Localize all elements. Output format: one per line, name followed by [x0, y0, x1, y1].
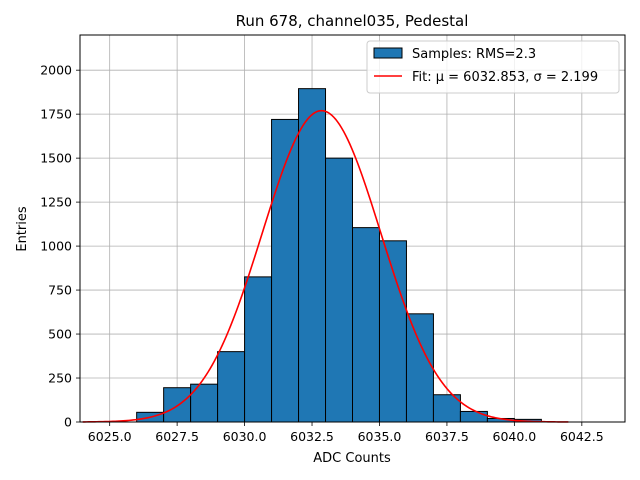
y-tick-label-6: 1500 — [40, 151, 72, 166]
histogram-bar-5 — [244, 276, 273, 423]
histogram-bar-10 — [378, 240, 407, 423]
histogram-bars — [136, 88, 542, 423]
y-tick-label-4: 1000 — [40, 239, 72, 254]
x-tick-label-1: 6027.5 — [155, 429, 199, 444]
y-tick-label-3: 750 — [48, 283, 72, 298]
x-tick-label-7: 6042.5 — [560, 429, 604, 444]
legend-histogram-swatch — [373, 47, 403, 59]
histogram-bar-13 — [459, 410, 488, 423]
x-axis-ticks: 6025.0 6027.5 6030.0 6032.5 6035.0 6037.5 6040… — [88, 422, 604, 444]
y-axis-label: Entries — [15, 206, 30, 252]
y-tick-label-1: 250 — [48, 371, 72, 386]
fit-curve — [82, 109, 569, 423]
histogram-bar-8 — [325, 157, 354, 423]
x-tick-label-3: 6032.5 — [290, 429, 334, 444]
histogram-bar-4 — [217, 351, 246, 423]
fit-curve-layer — [82, 109, 569, 423]
y-tick-label-2: 500 — [48, 327, 72, 342]
histogram-bar-6 — [271, 118, 300, 423]
y-tick-label-8: 2000 — [40, 63, 72, 78]
histogram-bar-11 — [405, 313, 434, 423]
legend-histogram-label: Samples: RMS=2.3 — [412, 47, 536, 62]
legend-fit-label: Fit: μ = 6032.853, σ = 2.199 — [412, 70, 598, 85]
x-tick-label-2: 6030.0 — [223, 429, 267, 444]
x-tick-label-0: 6025.0 — [88, 429, 132, 444]
x-tick-label-5: 6037.5 — [425, 429, 469, 444]
x-tick-label-4: 6035.0 — [358, 429, 402, 444]
x-tick-label-6: 6040.0 — [493, 429, 537, 444]
histogram-bar-12 — [432, 394, 461, 423]
y-axis-ticks: 0 250 500 750 1000 1250 1500 1750 2000 — [40, 63, 80, 430]
y-tick-label-5: 1250 — [40, 195, 72, 210]
x-axis-label: ADC Counts — [313, 451, 391, 466]
histogram-bar-7 — [298, 88, 327, 423]
y-tick-label-7: 1750 — [40, 107, 72, 122]
histogram-bar-2 — [163, 387, 192, 423]
histogram-bar-9 — [352, 227, 380, 423]
plot-frame — [79, 34, 626, 423]
legend: Samples: RMS=2.3 Fit: μ = 6032.853, σ = … — [366, 40, 620, 94]
chart-title: Run 678, channel035, Pedestal — [236, 12, 469, 30]
y-tick-label-0: 0 — [64, 415, 72, 430]
legend-box — [366, 40, 620, 94]
